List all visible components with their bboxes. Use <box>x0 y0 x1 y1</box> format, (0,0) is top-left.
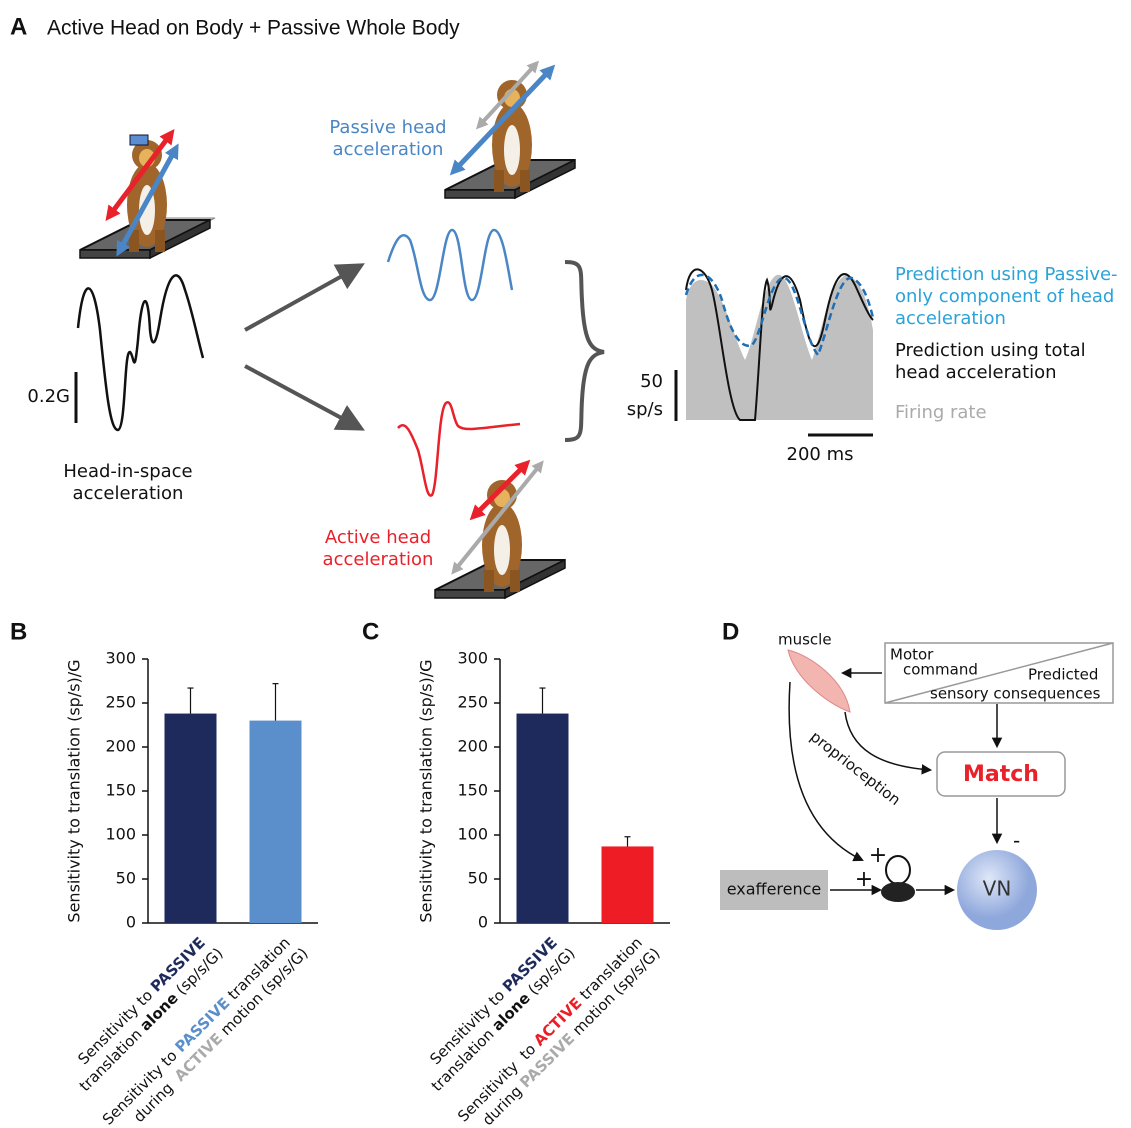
label: acceleration <box>73 483 184 504</box>
bar-chart: C 0 50 100 150 200 250 300 Sensitivity to transl… <box>362 618 670 1128</box>
error-bar <box>273 684 279 721</box>
error-bar <box>540 688 546 714</box>
y-axis-label: Sensitivity to translation (sp/s)/G <box>65 659 84 922</box>
y-tick-label: 0 <box>126 913 136 932</box>
neuron <box>881 882 915 902</box>
legend-text: Firing rate <box>895 402 987 423</box>
scale-label: 200 ms <box>787 444 854 465</box>
sign: + <box>869 843 887 868</box>
bar <box>250 721 302 923</box>
y-tick-label: 100 <box>105 825 136 844</box>
label: exafference <box>727 880 822 899</box>
panel-d: D muscle Motor command Predicted sensory… <box>720 618 1113 930</box>
arrow <box>245 366 360 428</box>
scale-label: 50 <box>640 371 663 392</box>
bar <box>517 714 569 923</box>
muscle-icon <box>788 650 850 712</box>
waveform <box>78 275 203 430</box>
x-tick-label: during PASSIVE motion (sp/s/G) <box>478 944 663 1128</box>
y-axis-label: Sensitivity to translation (sp/s)/G <box>417 659 436 922</box>
scale-label: 0.2G <box>27 386 70 407</box>
monkey-illustration <box>80 135 215 258</box>
label: Match <box>963 762 1039 787</box>
y-tick-label: 0 <box>478 913 488 932</box>
y-tick-label: 250 <box>457 693 488 712</box>
panel-a: A Active Head on Body + Passive Whole Bo… <box>10 13 1118 598</box>
neuron <box>886 856 910 884</box>
label: sensory consequences <box>930 685 1101 703</box>
brace <box>565 262 604 440</box>
panel-letter: B <box>10 618 27 645</box>
y-tick-label: 300 <box>105 649 136 668</box>
monkey-illustration <box>445 65 575 198</box>
y-tick-label: 50 <box>116 869 136 888</box>
panel-letter: D <box>722 618 739 645</box>
panel-letter: C <box>362 618 379 645</box>
label: muscle <box>778 631 832 649</box>
label: acceleration <box>333 139 444 160</box>
y-tick-label: 200 <box>457 737 488 756</box>
sign: - <box>1013 829 1020 853</box>
label: VN <box>983 877 1012 901</box>
error-bar <box>188 688 194 714</box>
label: command <box>903 661 978 679</box>
label: Active head <box>325 527 431 548</box>
legend-text: head acceleration <box>895 362 1057 383</box>
scale-label: sp/s <box>627 399 663 420</box>
panel-title: Active Head on Body + Passive Whole Body <box>47 17 460 40</box>
legend-text: acceleration <box>895 308 1006 329</box>
y-tick-label: 200 <box>105 737 136 756</box>
legend-text: Prediction using Passive- <box>895 264 1118 285</box>
arrow <box>245 266 360 330</box>
panel-letter: A <box>10 13 27 40</box>
figure: A Active Head on Body + Passive Whole Bo… <box>0 0 1131 1128</box>
y-tick-label: 300 <box>457 649 488 668</box>
y-tick-label: 250 <box>105 693 136 712</box>
label: Predicted <box>1028 666 1098 684</box>
label: Head-in-space <box>63 461 192 482</box>
y-tick-label: 150 <box>457 781 488 800</box>
bar <box>602 846 654 923</box>
bar-charts: B 0 50 100 150 200 250 300 Sensitivity to transl… <box>10 618 670 1128</box>
y-tick-label: 50 <box>468 869 488 888</box>
bar-chart: B 0 50 100 150 200 250 300 Sensitivity to transl… <box>10 618 318 1128</box>
bar <box>165 714 217 923</box>
label: acceleration <box>323 549 434 570</box>
label: Passive head <box>329 117 446 138</box>
waveform <box>388 230 512 300</box>
legend-text: Prediction using total <box>895 340 1086 361</box>
error-bar <box>625 837 631 847</box>
sign: + <box>855 867 873 892</box>
monkey-illustration <box>435 465 565 598</box>
y-tick-label: 150 <box>105 781 136 800</box>
y-tick-label: 100 <box>457 825 488 844</box>
legend-text: only component of head <box>895 286 1114 307</box>
